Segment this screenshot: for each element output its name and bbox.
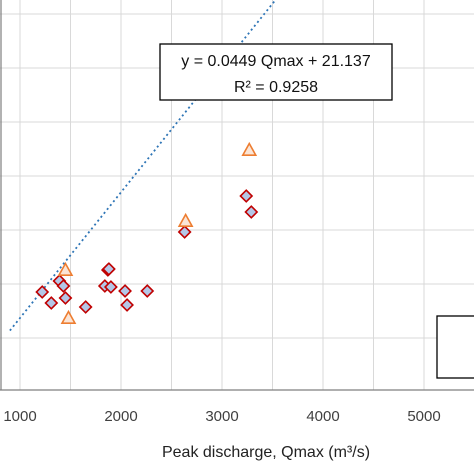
data-point-diamond <box>101 262 116 276</box>
data-point-triangle <box>177 212 194 227</box>
data-point-diamond <box>58 291 73 305</box>
r-squared-line: R² = 0.9258 <box>234 79 318 96</box>
data-point-diamond <box>118 284 132 298</box>
data-point-diamond <box>103 280 118 294</box>
data-point-diamond <box>244 205 259 219</box>
data-point-diamond <box>177 225 192 239</box>
x-tick-label: 3000 <box>205 408 238 425</box>
data-point-diamond <box>78 300 93 314</box>
equation-box <box>159 43 393 101</box>
legend-box-partial <box>436 315 474 379</box>
data-point-diamond <box>120 298 134 312</box>
data-point-diamond <box>44 296 59 310</box>
equation-line: y = 0.0449 Qmax + 21.137 <box>181 53 371 70</box>
data-point-triangle <box>60 309 77 325</box>
x-tick-label: 2000 <box>104 408 137 425</box>
x-tick-label: 4000 <box>306 408 339 425</box>
trendline <box>9 0 277 332</box>
data-point-diamond <box>56 279 71 293</box>
data-point-triangle <box>241 141 258 156</box>
x-tick-label: 1000 <box>3 408 36 425</box>
x-axis-title: Peak discharge, Qmax (m³/s) <box>162 444 370 461</box>
trendline-group <box>9 0 277 332</box>
data-point-triangle <box>57 261 74 277</box>
axes: 1000 2000 3000 4000 5000 <box>0 0 474 425</box>
x-tick-label: 5000 <box>407 408 440 425</box>
data-point-diamond <box>35 285 50 299</box>
data-point-diamond <box>239 189 254 203</box>
equation-annotation: y = 0.0449 Qmax + 21.137 R² = 0.9258 <box>159 43 393 101</box>
data-points <box>35 141 259 325</box>
data-point-diamond <box>140 284 155 298</box>
